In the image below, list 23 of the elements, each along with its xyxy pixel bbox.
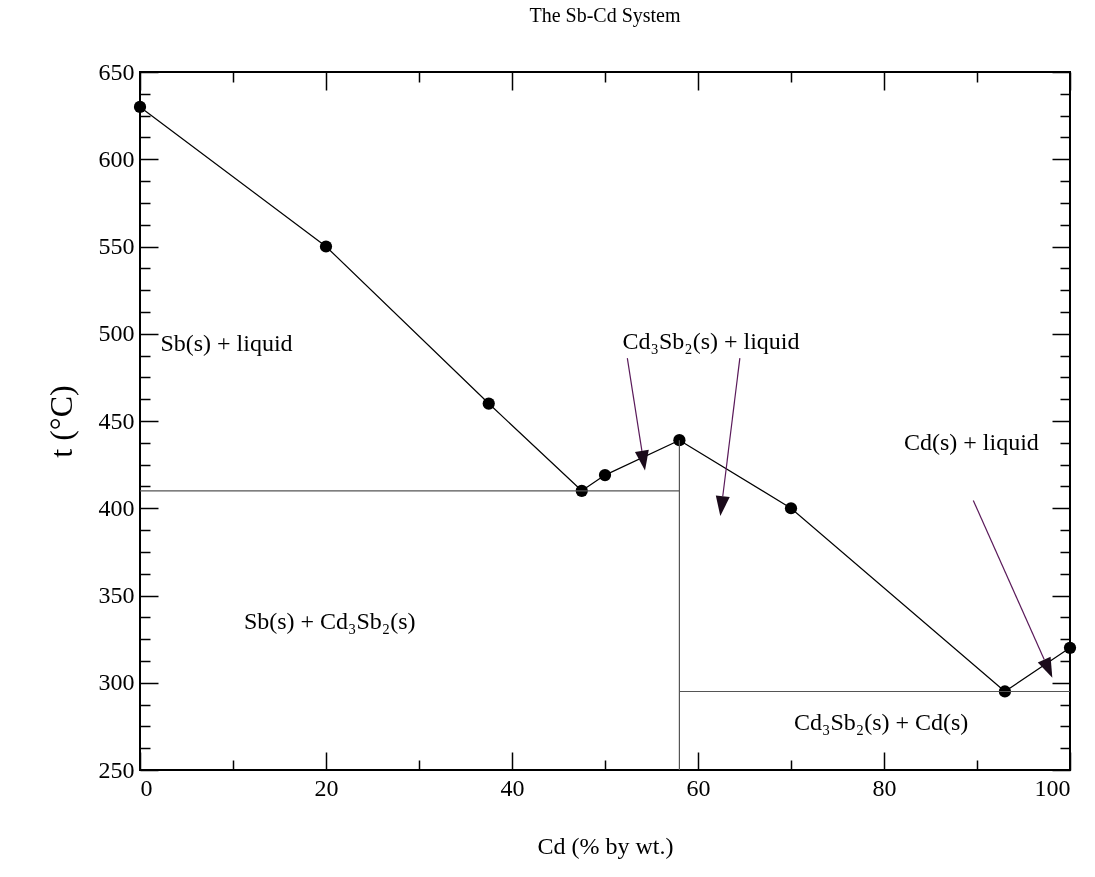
y-tick-label: 400 [98,494,135,521]
annotation: Cd₃Sb₂(s) + Cd(s) [794,708,969,735]
y-tick-label: 650 [98,58,135,85]
y-tick-label: 450 [98,407,135,434]
y-tick-label: 500 [98,320,135,347]
y-axis-title: t (°C) [42,385,79,458]
y-tick-label: 300 [98,669,135,696]
y-tick-label: 600 [98,145,135,172]
annotation: Cd(s) + liquid [903,428,1039,455]
x-tick-label: 0 [140,774,153,801]
y-tick-label: 250 [98,756,135,783]
y-tick-label: 350 [98,582,135,608]
chart-title: The Sb-Cd System [529,4,681,27]
x-tick-label: 80 [872,774,897,801]
annotation: Cd₃Sb₂(s) + liquid [622,328,800,355]
annotation: Sb(s) + Cd₃Sb₂(s) [243,607,416,634]
x-tick-label: 40 [500,774,525,801]
x-axis-title: Cd (% by wt.) [537,832,674,859]
x-tick-label: 60 [686,774,711,801]
x-tick-label: 20 [314,774,339,801]
x-tick-label: 100 [1034,774,1071,801]
annotation: Sb(s) + liquid [160,330,293,357]
y-tick-label: 550 [98,233,135,259]
